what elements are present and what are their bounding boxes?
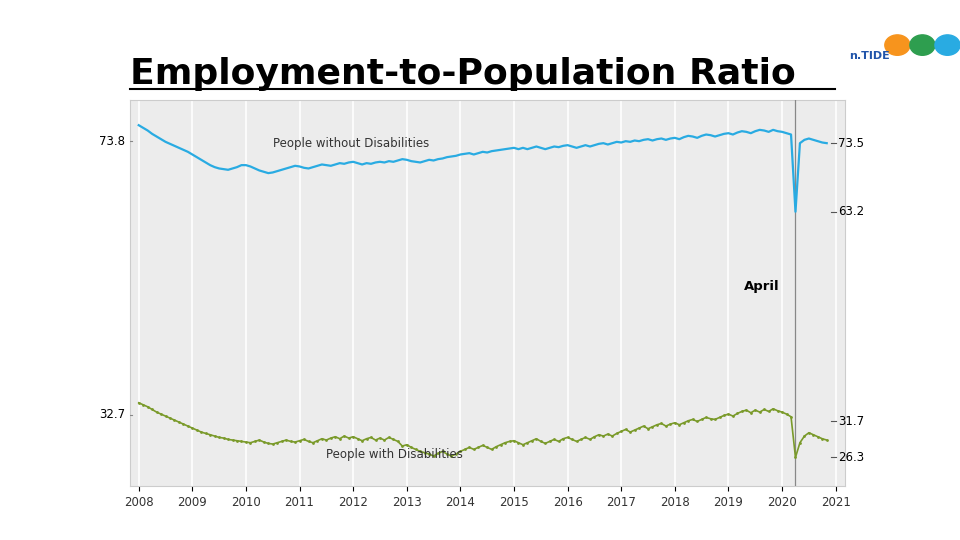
Circle shape [885,35,910,55]
Text: #nTIDE: #nTIDE [14,512,72,526]
Circle shape [910,35,935,55]
Text: Employment-to-Population Ratio: Employment-to-Population Ratio [130,57,795,91]
Circle shape [935,35,960,55]
Text: 32.7: 32.7 [99,408,126,421]
Text: 73.5: 73.5 [838,137,864,150]
Text: 31.7: 31.7 [838,415,864,428]
Text: People without Disabilities: People without Disabilities [273,137,429,150]
Text: People with Disabilities: People with Disabilities [326,448,464,461]
Text: 73.8: 73.8 [99,134,126,147]
Text: 63.2: 63.2 [838,205,864,218]
Text: April: April [744,280,780,293]
Text: 16: 16 [926,512,946,526]
Text: n.TIDE: n.TIDE [849,51,889,62]
Text: 26.3: 26.3 [838,451,864,464]
